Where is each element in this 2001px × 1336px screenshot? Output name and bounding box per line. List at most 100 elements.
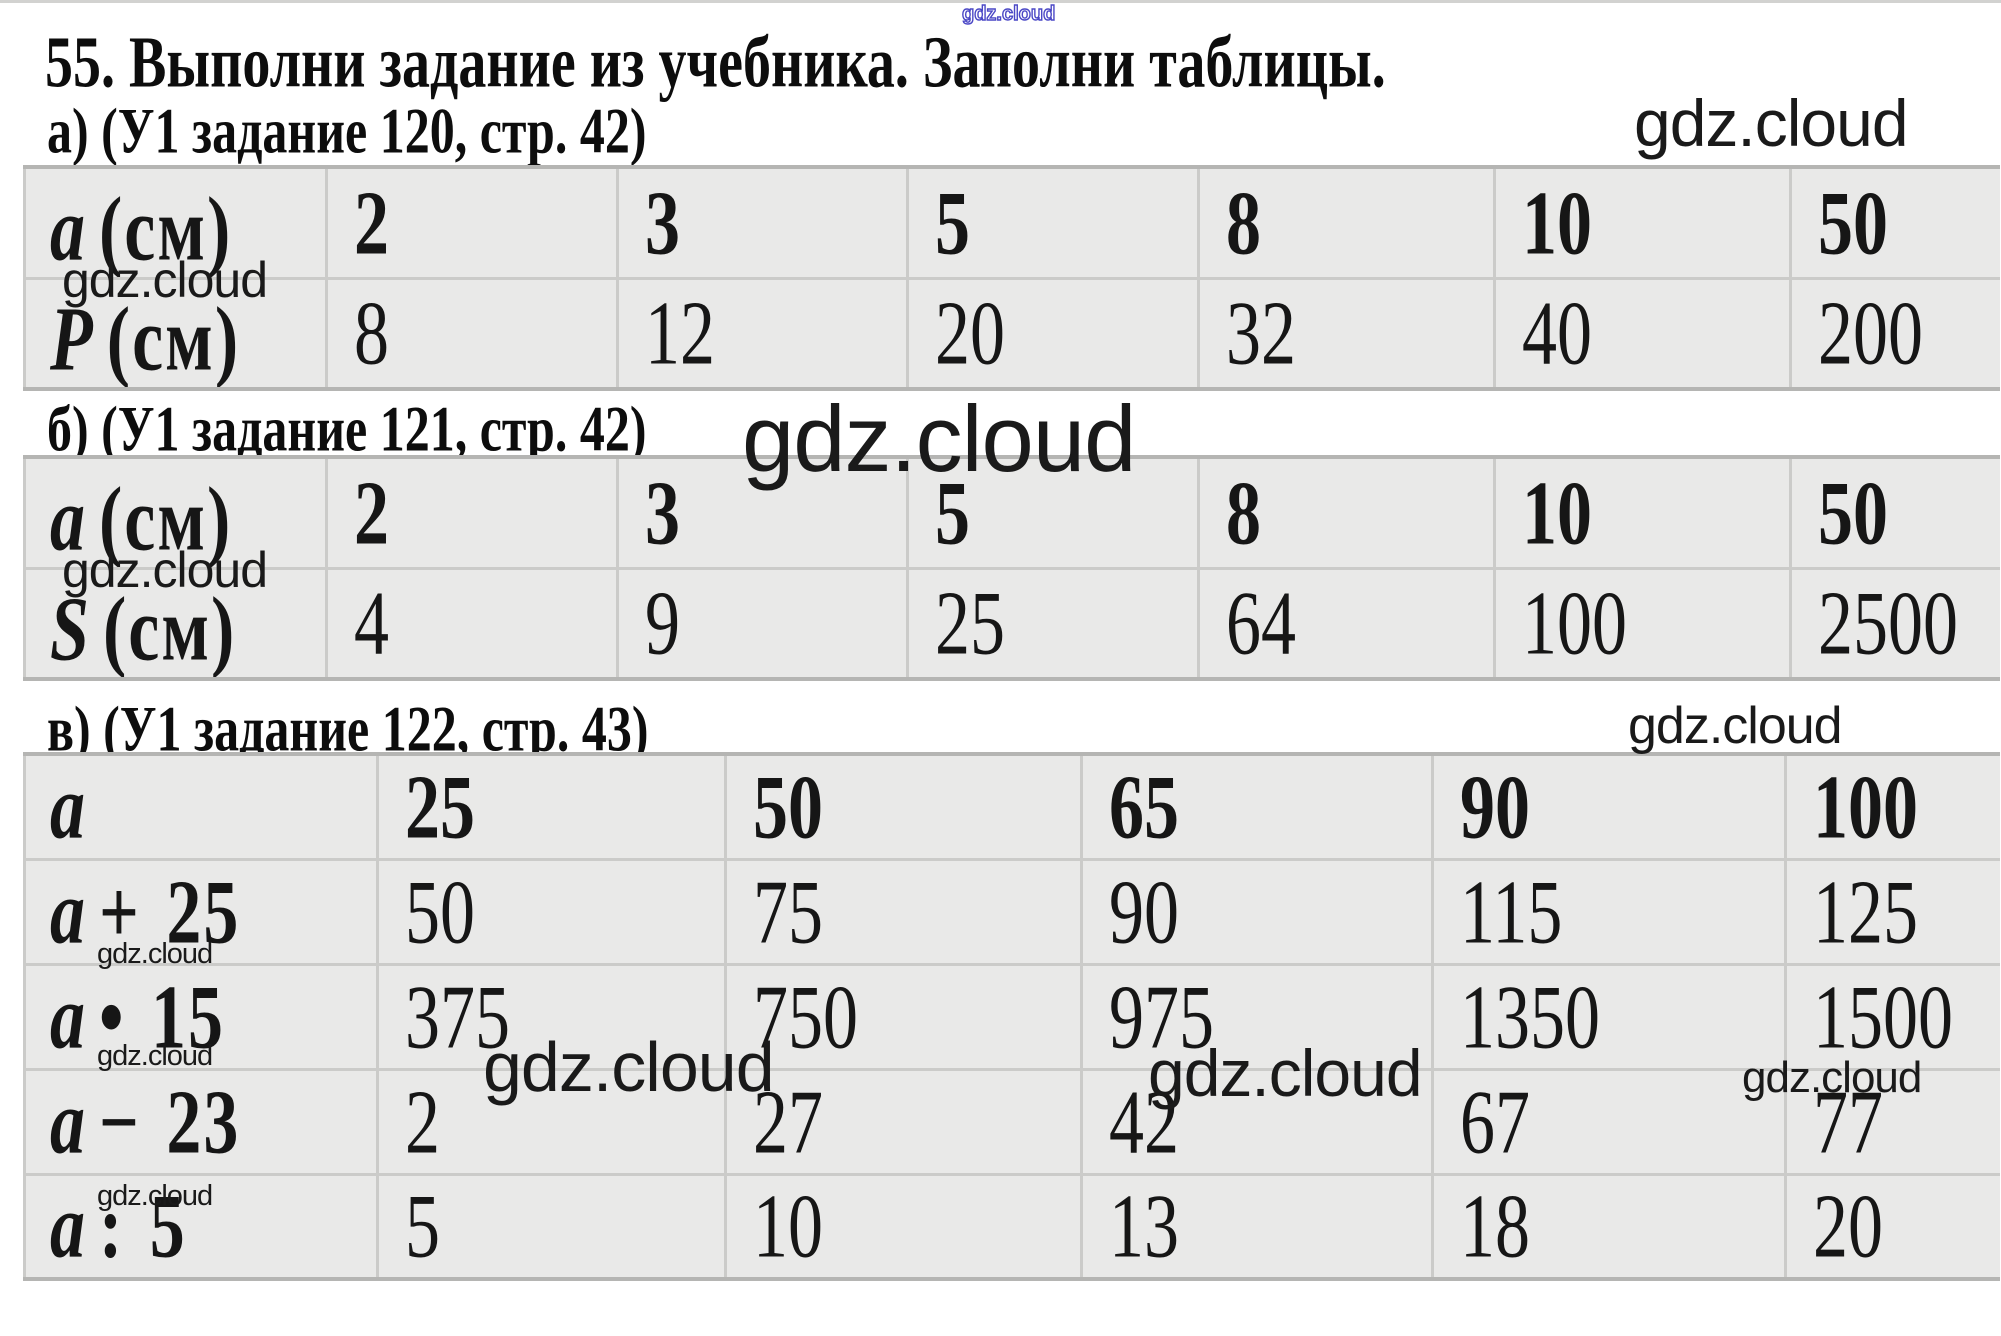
table-row: a: 5 5 10 13 18 20 <box>23 1172 2000 1281</box>
row-label-cell: a: 5 <box>23 1172 379 1281</box>
row-label-var: a <box>50 179 85 278</box>
cell-value: 200 <box>1789 276 2000 391</box>
watermark-row-a15: gdz.cloud <box>97 1040 213 1072</box>
cell-value: 5 <box>906 165 1200 280</box>
row-label-var: S <box>50 580 89 679</box>
cell-value: 125 <box>1784 857 2000 966</box>
cell-value: 100 <box>1493 566 1792 681</box>
cell-value: 20 <box>906 276 1200 391</box>
cell-value: 20 <box>1784 1172 2000 1281</box>
watermark-section-b-big: gdz.cloud <box>742 386 1136 491</box>
cell-value: 2 <box>376 1067 727 1176</box>
cell-value: 90 <box>1431 752 1787 861</box>
row-label-expr: + 25 <box>99 862 241 963</box>
cell-value: 3 <box>616 165 909 280</box>
row-label-cell: P (см) <box>23 276 328 391</box>
cell-value: 25 <box>906 566 1200 681</box>
row-label-unit: (см) <box>106 290 241 389</box>
cell-value: 2500 <box>1789 566 2000 681</box>
row-label-cell: a + 25 <box>23 857 379 966</box>
watermark-top-center: gdz.cloud <box>961 3 1056 25</box>
cell-value: 8 <box>1197 165 1496 280</box>
table-row: a (см) 2 3 5 8 10 50 <box>23 455 2000 570</box>
row-label-var: P <box>50 290 93 389</box>
cell-value: 25 <box>376 752 727 861</box>
table-row: P (см) 8 12 20 32 40 200 <box>23 276 2000 391</box>
watermark-bottom-right: gdz.cloud <box>1742 1053 1922 1102</box>
cell-value: 10 <box>1493 165 1792 280</box>
page-title-text: 55. Выполни задание из учебника. Заполни… <box>45 22 1386 104</box>
section-heading-a: а) (У1 задание 120, стр. 42) <box>47 94 647 167</box>
cell-value: 50 <box>1789 165 2000 280</box>
page-title: 55. Выполни задание из учебника. Заполни… <box>45 27 1386 100</box>
cell-value: 3 <box>616 455 909 570</box>
cell-value: 10 <box>1493 455 1792 570</box>
cell-value: 8 <box>325 276 619 391</box>
page-top-edge <box>0 0 2001 3</box>
row-label-var: a <box>50 758 85 859</box>
row-label-var: a <box>50 469 85 568</box>
watermark-row-a25: gdz.cloud <box>97 938 213 970</box>
section-heading-v: в) (У1 задание 122, стр. 43) <box>47 692 649 765</box>
row-label-unit: (см) <box>102 580 237 679</box>
table-row: S (см) 4 9 25 64 100 2500 <box>23 566 2000 681</box>
row-label-cell: a • 15 <box>23 962 379 1071</box>
cell-value: 75 <box>724 857 1083 966</box>
row-label-var: a <box>50 862 85 963</box>
cell-value: 10 <box>724 1172 1083 1281</box>
row-label-cell: a <box>23 752 379 861</box>
cell-value: 5 <box>376 1172 727 1281</box>
row-label-unit: (см) <box>99 469 233 568</box>
cell-value: 750 <box>724 962 1083 1071</box>
cell-value: 40 <box>1493 276 1792 391</box>
cell-value: 9 <box>616 566 909 681</box>
cell-value: 64 <box>1197 566 1496 681</box>
watermark-header-right: gdz.cloud <box>1634 86 1909 160</box>
row-label-unit: (см) <box>99 179 233 278</box>
cell-value: 65 <box>1080 752 1434 861</box>
cell-value: 50 <box>376 857 727 966</box>
cell-value: 90 <box>1080 857 1434 966</box>
row-label-cell: a (см) <box>23 455 328 570</box>
cell-value: 2 <box>325 455 619 570</box>
cell-value: 13 <box>1080 1172 1434 1281</box>
watermark-above-table-v: gdz.cloud <box>1628 697 1843 755</box>
cell-value: 32 <box>1197 276 1496 391</box>
watermark-bottom-center: gdz.cloud <box>483 1028 775 1106</box>
watermark-table-a-label: gdz.cloud <box>62 252 268 308</box>
cell-value: 18 <box>1431 1172 1787 1281</box>
row-label-expr: − 23 <box>99 1072 241 1173</box>
section-heading-b: б) (У1 задание 121, стр. 42) <box>47 392 647 465</box>
cell-value: 50 <box>1789 455 2000 570</box>
row-label-var: a <box>50 967 85 1068</box>
row-label-var: a <box>50 1177 85 1278</box>
cell-value: 8 <box>1197 455 1496 570</box>
table-row: a 25 50 65 90 100 <box>23 752 2000 861</box>
table-row: a • 15 375 750 975 1350 1500 <box>23 962 2000 1071</box>
cell-value: 77 <box>1784 1067 2000 1176</box>
cell-value: 50 <box>724 752 1083 861</box>
table-a: a (см) 2 3 5 8 10 50 P (см) 8 12 20 32 40 … <box>23 165 2000 391</box>
cell-value: 27 <box>724 1067 1083 1176</box>
row-label-expr: : 5 <box>99 1177 187 1278</box>
row-label-var: a <box>50 1072 85 1173</box>
table-v: a 25 50 65 90 100 a + 25 50 75 90 115 125… <box>23 752 2000 1281</box>
cell-value: 12 <box>616 276 909 391</box>
watermark-table-b-label: gdz.cloud <box>62 542 268 598</box>
row-label-expr: • 15 <box>99 967 226 1068</box>
table-b: a (см) 2 3 5 8 10 50 S (см) 4 9 25 64 100 … <box>23 455 2000 681</box>
cell-value: 375 <box>376 962 727 1071</box>
cell-value: 2 <box>325 165 619 280</box>
cell-value: 115 <box>1431 857 1787 966</box>
row-label-cell: a (см) <box>23 165 328 280</box>
cell-value: 1500 <box>1784 962 2000 1071</box>
table-row: a − 23 2 27 42 67 77 <box>23 1067 2000 1176</box>
watermark-row-a5: gdz.cloud <box>97 1180 213 1212</box>
cell-value: 100 <box>1784 752 2000 861</box>
cell-value: 5 <box>906 455 1200 570</box>
cell-value: 4 <box>325 566 619 681</box>
cell-value: 67 <box>1431 1067 1787 1176</box>
row-label-cell: S (см) <box>23 566 328 681</box>
row-label-cell: a − 23 <box>23 1067 379 1176</box>
